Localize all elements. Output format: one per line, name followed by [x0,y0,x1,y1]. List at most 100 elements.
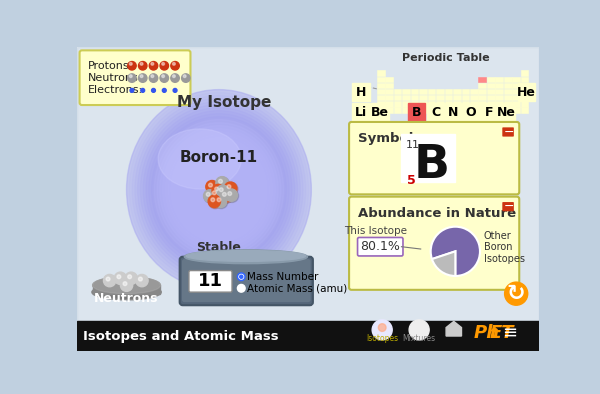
Bar [410,101,418,106]
Text: F: F [485,106,493,119]
Bar [377,71,385,76]
Text: −: − [503,200,514,213]
Bar [402,95,410,100]
Text: B: B [413,143,449,188]
Circle shape [136,275,148,287]
Bar [470,89,478,94]
Ellipse shape [179,147,259,233]
Polygon shape [446,322,461,336]
Bar [377,76,385,82]
Circle shape [152,89,155,92]
Text: −: − [503,125,514,138]
Bar [512,76,520,82]
Circle shape [372,320,392,340]
Text: H: H [356,86,366,99]
Bar [521,76,529,82]
Bar [77,321,539,351]
Bar [461,95,469,100]
Circle shape [128,74,136,82]
Bar [521,83,529,88]
Ellipse shape [146,111,292,269]
Bar [497,104,515,121]
Circle shape [225,182,238,195]
Bar [385,89,393,94]
Text: Mass Number: Mass Number [247,272,319,282]
Circle shape [228,191,232,195]
Bar [419,95,427,100]
Bar [487,76,494,82]
Circle shape [130,89,134,92]
Bar [402,89,410,94]
Bar [445,89,452,94]
Circle shape [140,75,143,78]
Circle shape [206,181,220,194]
Text: Isotopes and Atomic Mass: Isotopes and Atomic Mass [83,329,278,342]
Circle shape [139,277,142,281]
Bar [394,95,401,100]
Circle shape [173,89,177,92]
Bar [496,89,503,94]
Circle shape [171,74,179,82]
Bar [410,95,418,100]
Bar [385,76,393,82]
Circle shape [140,63,143,65]
Ellipse shape [163,129,275,251]
Circle shape [149,74,158,82]
Bar [521,89,529,94]
Ellipse shape [176,144,262,236]
FancyBboxPatch shape [502,127,514,137]
Circle shape [216,177,229,190]
Circle shape [106,277,110,281]
Bar [419,101,427,106]
Circle shape [123,282,127,286]
Text: ↻: ↻ [507,284,526,304]
Bar [496,76,503,82]
Bar [352,84,370,101]
Text: 80.1%: 80.1% [360,240,400,253]
Circle shape [128,61,136,70]
Circle shape [139,61,147,70]
Circle shape [217,186,230,199]
Circle shape [160,61,169,70]
Circle shape [114,272,127,284]
Ellipse shape [166,132,272,248]
Text: Boron-11: Boron-11 [180,150,258,165]
Ellipse shape [182,251,310,268]
FancyBboxPatch shape [189,271,232,292]
Circle shape [149,61,158,70]
Ellipse shape [127,89,311,290]
Bar [394,101,401,106]
Text: ≡: ≡ [502,324,517,342]
Text: Electrons:: Electrons: [88,85,143,95]
Circle shape [227,185,231,189]
Ellipse shape [184,250,308,264]
Circle shape [204,190,217,203]
Circle shape [209,195,221,208]
Circle shape [379,324,386,331]
Bar [478,107,486,113]
Circle shape [162,63,164,65]
Bar [377,83,385,88]
FancyBboxPatch shape [502,202,514,211]
Bar [521,71,529,76]
Ellipse shape [186,251,305,261]
Circle shape [212,184,224,197]
Bar [394,107,401,113]
Circle shape [240,275,243,278]
Circle shape [218,179,223,183]
Ellipse shape [143,108,295,272]
Bar [504,89,512,94]
Text: Symbol: Symbol [358,132,413,145]
Bar [470,95,478,100]
Ellipse shape [92,277,160,294]
Bar [377,89,385,94]
Text: Protons:: Protons: [88,61,133,71]
Bar [394,89,401,94]
Bar [504,76,512,82]
Bar [487,83,494,88]
Bar [371,104,389,121]
Circle shape [215,187,218,191]
Text: Be: Be [371,106,389,119]
Bar [461,101,469,106]
Bar [462,104,480,121]
